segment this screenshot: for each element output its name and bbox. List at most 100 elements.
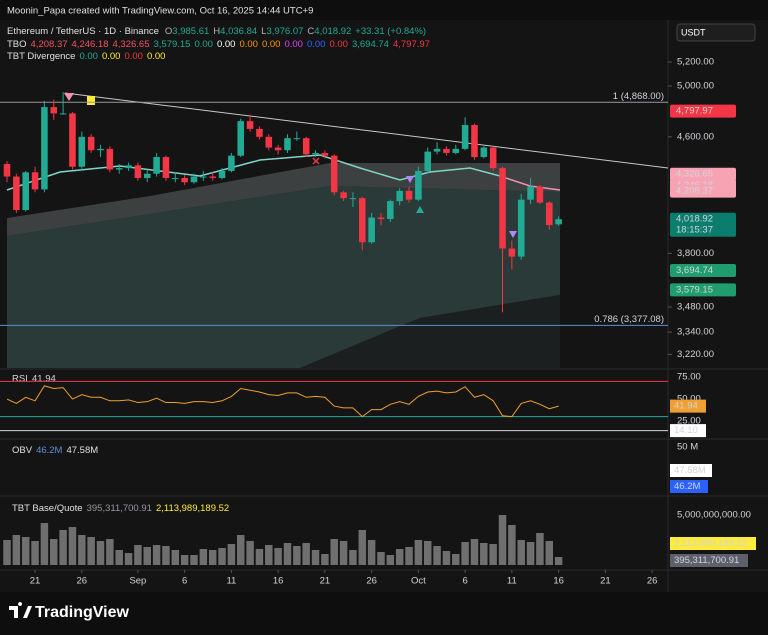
volume-bar [106,539,114,565]
indicator-value: 4,797.97 [393,39,430,50]
candle-body [228,155,235,171]
indicator-value: 0.00 [262,39,281,50]
candle-body [69,113,76,167]
candle-body [87,136,95,151]
candle-body [256,128,263,137]
candle-body [218,170,226,178]
obv-ma: 47.58M [66,445,98,456]
rsi-tag [670,399,706,413]
candle-body [377,217,385,220]
indicator-value: 0.00 [147,51,166,62]
volume-tag-label: 395,311,700.91 [674,555,739,566]
change: +33.31 (+0.84%) [355,26,426,37]
price-tag [670,264,736,278]
ohlc-key: L [261,26,266,37]
candle-body [190,176,198,183]
indicator-value: 4,208.37 [31,39,68,50]
indicator-value: 0.00 [284,39,303,50]
volume-ma-tag [670,537,756,550]
x-tick-label: 21 [320,576,331,587]
volume-bar [452,554,460,565]
price-tag-label: 4,797.97 [676,106,713,117]
tbo-bands [7,163,560,368]
candle-body [284,138,291,151]
price-tag [670,184,736,198]
candle-body [125,165,132,169]
logo [9,602,32,618]
volume-bar [237,535,245,565]
candle-body [274,147,282,151]
candle-body [405,190,413,200]
indicator-legend: TBO 4,208.37 4,246.18 4,326.65 3,579.15 0.00 0… [7,39,430,50]
volume-bar [386,555,395,565]
volume-bar [152,545,161,565]
volume-bar [68,527,77,565]
candle-body [59,113,67,115]
signal-markers [64,93,517,238]
y-tick-label: 5,000.00 [677,80,714,91]
volume-tag [670,554,748,567]
fib-label: 0.786 (3,377.08) [594,314,664,325]
volume-bar [208,550,217,565]
fib-label: 1 (4,868.00) [613,91,664,102]
rsi-tick-label: 50.00 [677,394,701,405]
candle-body [246,121,254,129]
price-tag [670,167,736,181]
marker [64,93,74,101]
obv-tag-label: 46.2M [674,481,700,492]
volume-bar [536,533,544,565]
currency-button[interactable] [676,23,756,42]
rsi-tick-label: 25.00 [677,416,701,427]
candle-body [312,152,319,155]
volume-bar [330,539,338,565]
volume-bar [21,537,30,565]
x-tick-label: 21 [600,576,611,587]
rsi-tick-label: 75.00 [677,372,701,383]
x-tick-label: 16 [273,576,284,587]
candle-body [13,176,20,211]
volume-bar [554,557,563,565]
candle-body [321,152,329,156]
candle-body [517,199,525,257]
x-tick-label: 11 [226,576,236,587]
obv-ma-tag [670,464,712,477]
volume-bar [414,540,423,565]
volume-bar [218,548,226,565]
rsi-value: 41.94 [32,374,56,385]
y-tick-label: 3,480.00 [677,302,714,313]
volume-bar [124,553,133,565]
price-tag [670,212,736,237]
countdown: 18:15:37 [676,225,713,236]
volume-bar [283,543,292,565]
volume-bar [349,550,357,565]
candle-body [461,125,469,149]
volume-bar [96,541,105,565]
volume-bar [115,550,123,565]
band-lower [7,186,560,368]
volume-bar [59,530,67,565]
indicator-value: 0.00 [102,51,121,62]
band-floor [300,295,560,368]
y-tick-label: 3,800.00 [677,248,714,259]
symbol-legend: Ethereum / TetherUS · 1D · Binance O3,985… [7,26,426,37]
x-tick-label: 21 [30,576,41,587]
marker [416,206,424,213]
price-tag-label: 4,326.65 [676,169,713,180]
x-tick-label: 26 [647,576,658,587]
candle-body [359,198,366,243]
ohlc-value: 3,976.07 [266,26,303,37]
candle-body [31,172,39,190]
obv-tag [670,480,708,493]
rsi-line [6,385,559,418]
x-tick-label: 26 [366,576,377,587]
candle-body [387,201,394,220]
volume-bar [180,555,189,565]
candle-body [340,192,347,199]
trend-line [64,92,669,169]
volume-bar [50,539,58,565]
volume-value: 395,311,700.91 [87,503,152,514]
volume-bar [311,550,320,565]
y-tick-label: 5,200.00 [677,57,714,68]
candle-body [330,155,338,193]
volume-bar [395,549,404,565]
